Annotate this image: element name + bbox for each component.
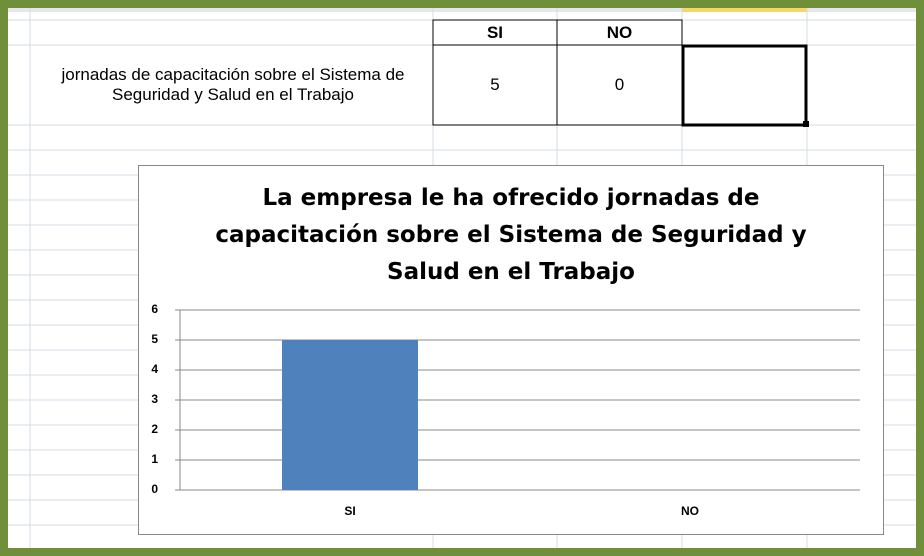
column-header: NO [606, 22, 633, 42]
chart-area[interactable] [138, 165, 884, 535]
x-tick-label: NO [681, 504, 699, 518]
bar [282, 340, 418, 490]
row-label: jornadas de capacitación sobre el Sistem… [61, 65, 405, 104]
x-tick-label: SI [344, 504, 355, 518]
column-header: SI [486, 22, 504, 42]
y-tick-label: 2 [151, 422, 158, 436]
y-tick-label: 5 [151, 332, 158, 346]
y-tick-label: 4 [151, 362, 158, 376]
fill-handle[interactable] [803, 121, 809, 127]
selected-cell[interactable] [681, 44, 808, 127]
y-tick-label: 1 [151, 452, 158, 466]
chart-title: La empresa le ha ofrecido jornadas de ca… [215, 185, 807, 285]
y-tick-label: 3 [151, 392, 158, 406]
cell-value: 0 [614, 75, 625, 94]
cell-value: 5 [490, 75, 500, 94]
y-tick-label: 0 [151, 482, 158, 496]
y-tick-label: 6 [151, 302, 158, 316]
